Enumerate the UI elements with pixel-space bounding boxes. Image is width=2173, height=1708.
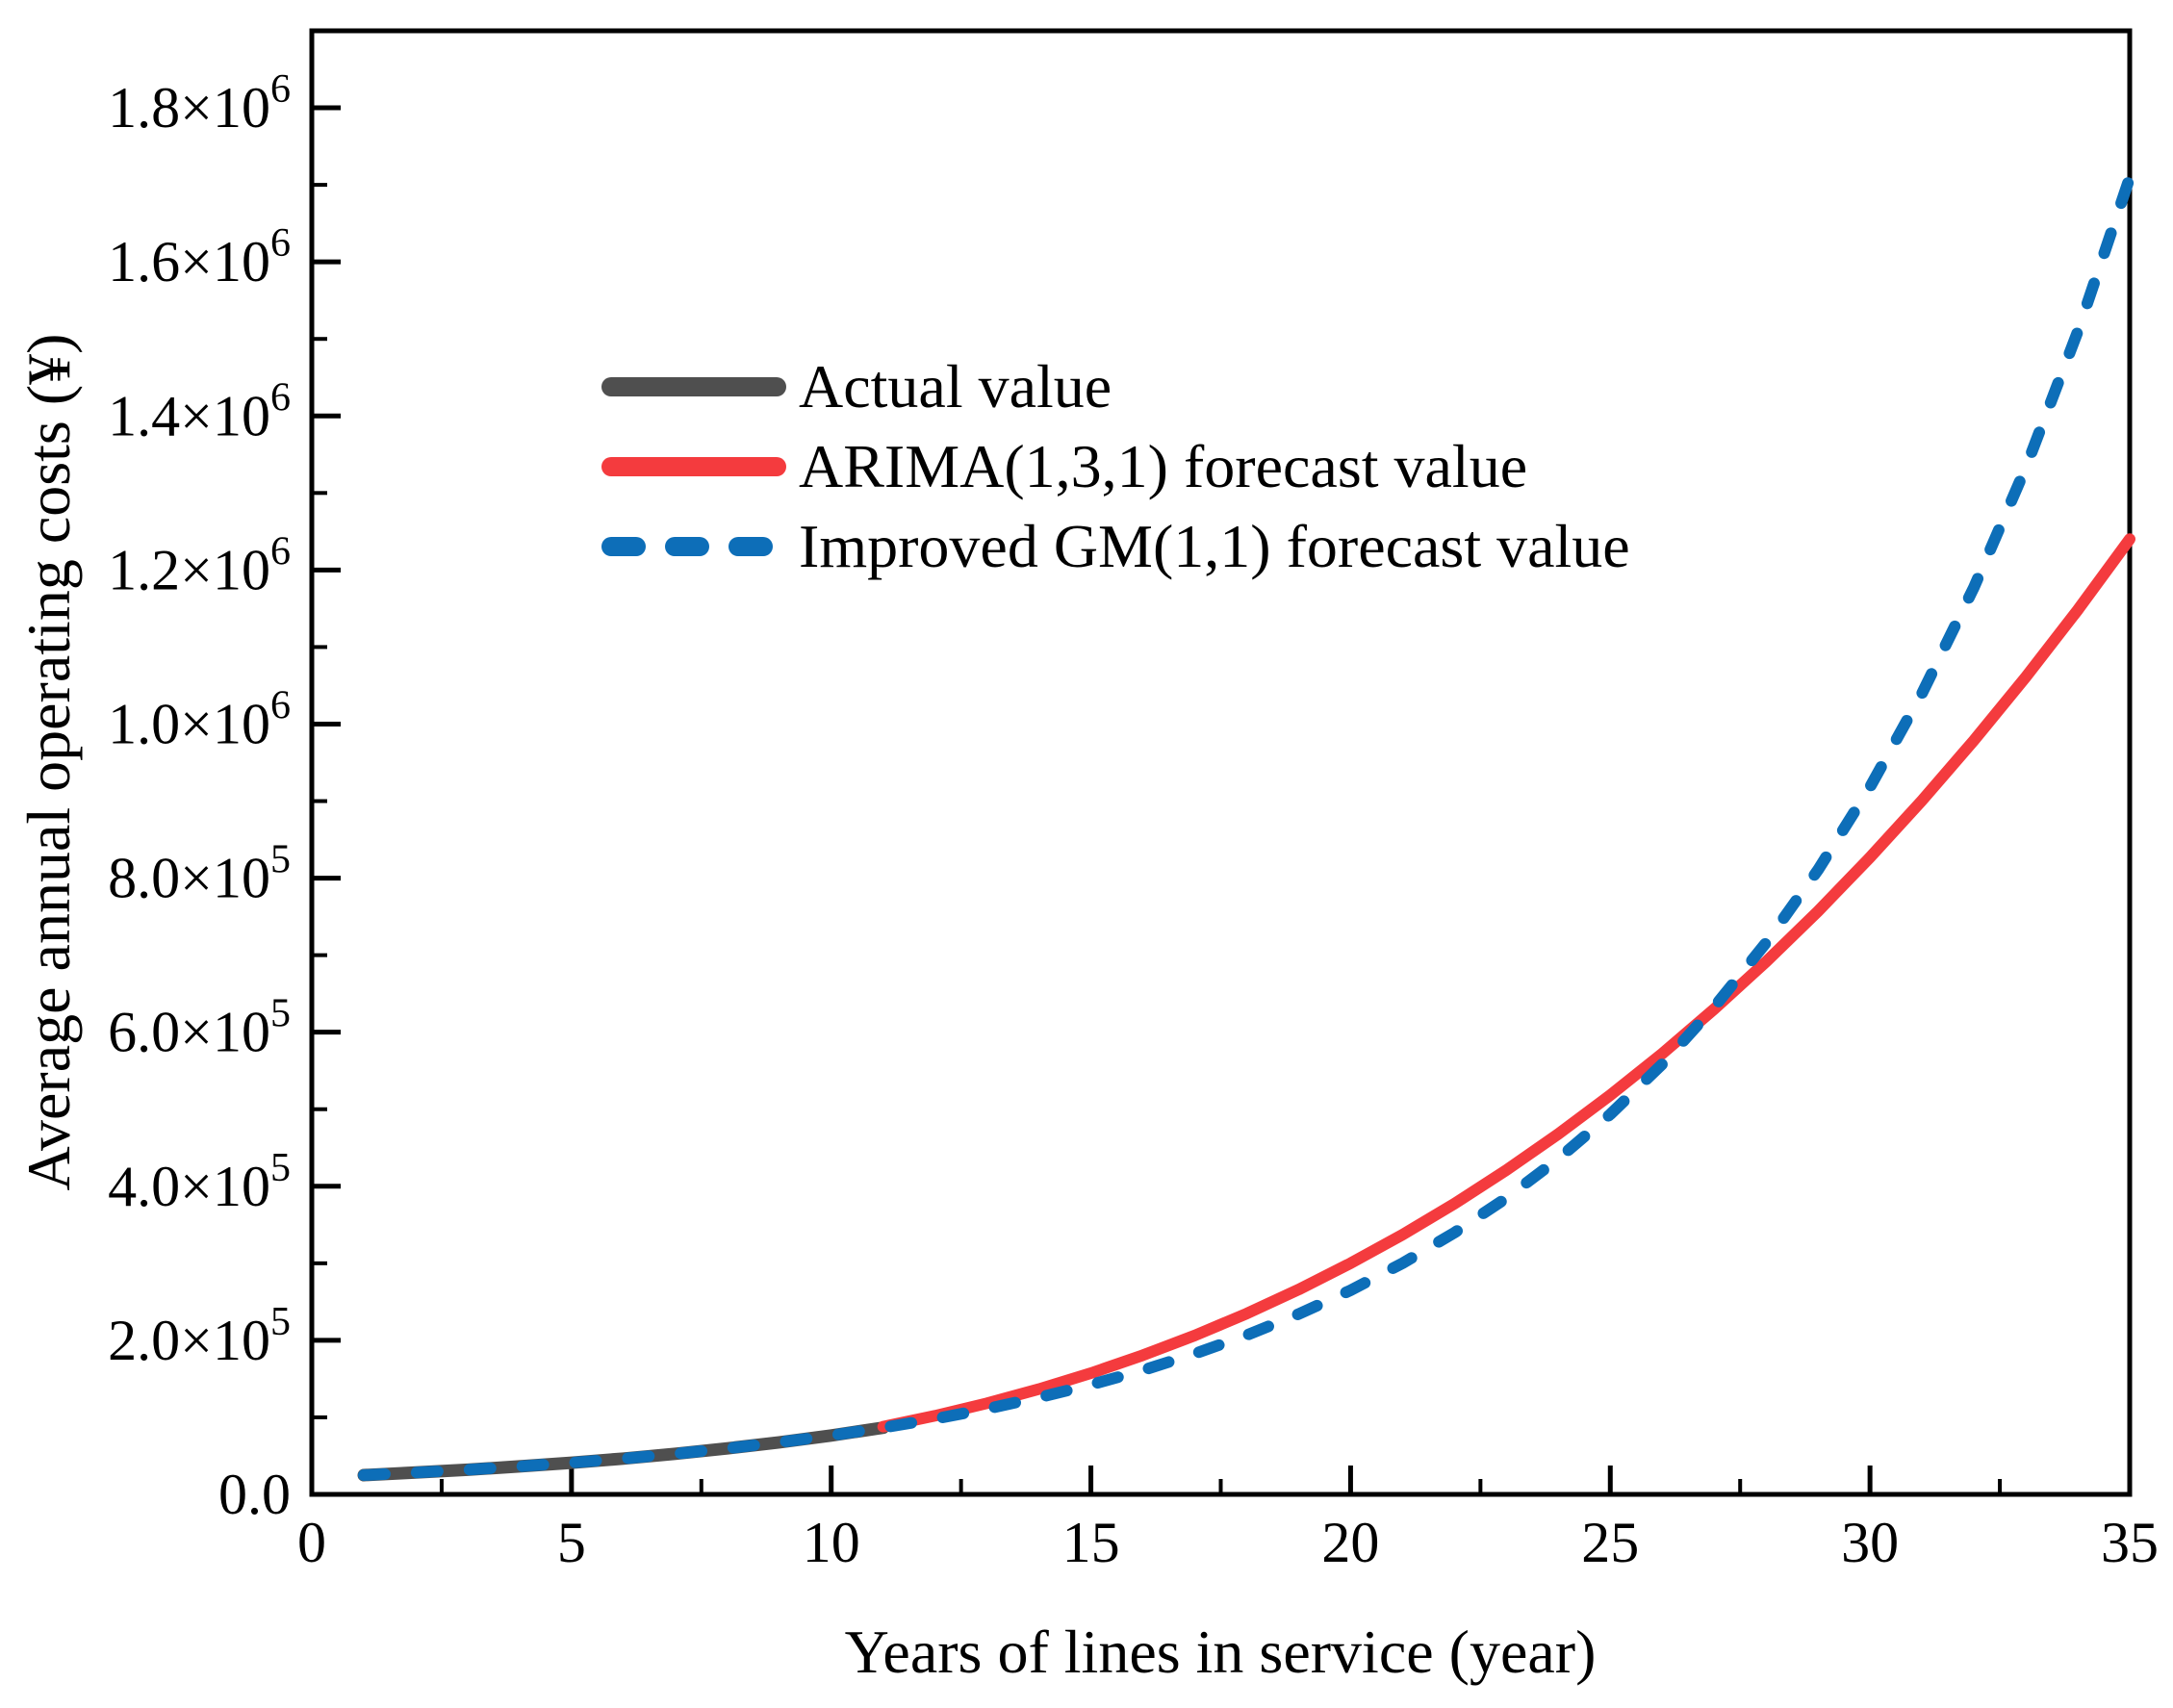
x-tick-label: 5 — [557, 1511, 586, 1574]
y-tick-label: 2.0×105 — [108, 1300, 291, 1372]
legend-label-gm: Improved GM(1,1) forecast value — [799, 512, 1630, 580]
y-tick-label: 4.0×105 — [108, 1146, 291, 1218]
y-tick-label: 1.2×106 — [108, 529, 291, 601]
x-axis-title: Years of lines in service (year) — [845, 1618, 1597, 1686]
y-tick-label: 1.8×106 — [108, 67, 291, 140]
series-gm-line — [358, 171, 2135, 1481]
legend: Actual value ARIMA(1,3,1) forecast value I… — [601, 352, 1630, 580]
y-tick-label: 1.6×106 — [108, 221, 291, 293]
plot-border — [309, 28, 2133, 1497]
axis-tick-labels: 0 5 10 15 20 25 30 35 0.0 2.0×105 4.0×105 6.0×105 8.… — [108, 67, 2159, 1574]
legend-label-arima: ARIMA(1,3,1) forecast value — [799, 432, 1527, 500]
legend-label-actual: Actual value — [799, 352, 1112, 421]
y-tick-label: 1.4×106 — [108, 375, 291, 447]
y-tick-label: 0.0 — [218, 1463, 291, 1526]
x-tick-label: 10 — [803, 1511, 860, 1574]
series-arima-line — [877, 533, 2135, 1433]
x-tick-label: 35 — [2101, 1511, 2159, 1574]
y-tick-label: 8.0×105 — [108, 838, 291, 910]
y-axis-title: Average annual operating costs (¥) — [14, 334, 83, 1191]
x-tick-label: 0 — [297, 1511, 326, 1574]
data-series — [357, 171, 2135, 1482]
x-tick-label: 20 — [1321, 1511, 1379, 1574]
plot-area-border — [309, 28, 2133, 1497]
y-tick-label: 1.0×106 — [108, 683, 291, 755]
x-tick-label: 25 — [1581, 1511, 1639, 1574]
x-tick-label: 15 — [1062, 1511, 1120, 1574]
y-tick-label: 6.0×105 — [108, 992, 291, 1064]
axis-ticks — [309, 105, 2133, 1497]
x-tick-label: 30 — [1841, 1511, 1899, 1574]
